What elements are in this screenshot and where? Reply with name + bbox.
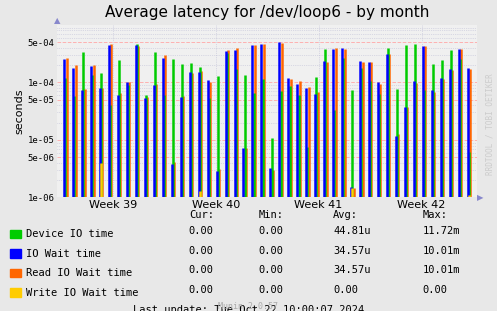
Text: Cur:: Cur:: [189, 210, 214, 220]
Text: Read IO Wait time: Read IO Wait time: [26, 268, 132, 278]
Text: Avg:: Avg:: [333, 210, 358, 220]
Text: Min:: Min:: [258, 210, 283, 220]
Text: 0.00: 0.00: [258, 226, 283, 236]
Title: Average latency for /dev/loop6 - by month: Average latency for /dev/loop6 - by mont…: [105, 5, 429, 20]
Text: IO Wait time: IO Wait time: [26, 249, 101, 259]
Text: 0.00: 0.00: [258, 285, 283, 295]
Text: ▶: ▶: [477, 193, 484, 202]
Text: 0.00: 0.00: [189, 246, 214, 256]
Text: 0.00: 0.00: [189, 226, 214, 236]
Text: 0.00: 0.00: [189, 285, 214, 295]
Text: 34.57u: 34.57u: [333, 246, 370, 256]
Text: Max:: Max:: [422, 210, 447, 220]
Text: 10.01m: 10.01m: [422, 265, 460, 275]
Text: Write IO Wait time: Write IO Wait time: [26, 288, 138, 298]
Text: 0.00: 0.00: [189, 265, 214, 275]
Text: 0.00: 0.00: [258, 246, 283, 256]
Text: Last update: Tue Oct 22 10:00:07 2024: Last update: Tue Oct 22 10:00:07 2024: [133, 304, 364, 311]
Text: Device IO time: Device IO time: [26, 229, 113, 239]
Text: ▲: ▲: [54, 16, 61, 25]
Text: Munin 2.0.57: Munin 2.0.57: [219, 302, 278, 311]
Text: 11.72m: 11.72m: [422, 226, 460, 236]
Text: RRDTOOL / TOBI OETIKER: RRDTOOL / TOBI OETIKER: [486, 73, 495, 175]
Text: 34.57u: 34.57u: [333, 265, 370, 275]
Y-axis label: seconds: seconds: [15, 88, 25, 134]
Text: 0.00: 0.00: [422, 285, 447, 295]
Text: 10.01m: 10.01m: [422, 246, 460, 256]
Text: 0.00: 0.00: [258, 265, 283, 275]
Text: 44.81u: 44.81u: [333, 226, 370, 236]
Text: 0.00: 0.00: [333, 285, 358, 295]
